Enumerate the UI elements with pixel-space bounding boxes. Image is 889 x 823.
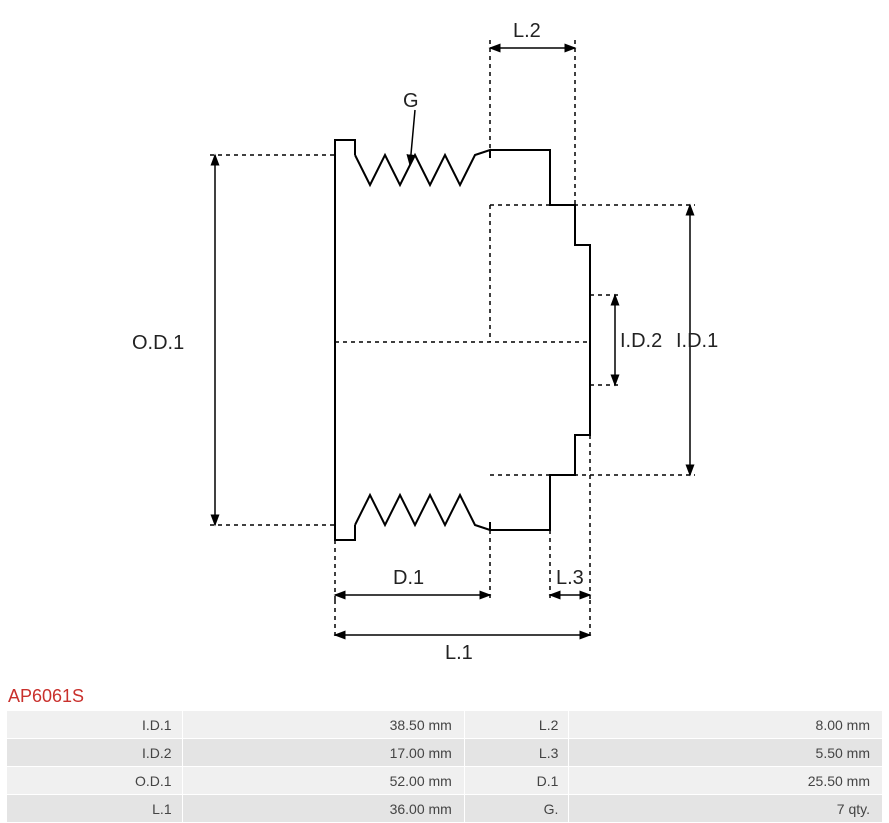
spec-key: D.1 — [464, 767, 569, 795]
label-d1: D.1 — [393, 567, 424, 590]
label-l1: L.1 — [445, 642, 473, 665]
label-g: G — [403, 90, 419, 113]
spec-value: 25.50 mm — [569, 767, 883, 795]
spec-value: 5.50 mm — [569, 739, 883, 767]
label-id1: I.D.1 — [676, 330, 718, 353]
technical-diagram: O.D.1 I.D.1 I.D.2 L.2 G D.1 L.3 L.1 — [120, 20, 720, 670]
spec-value: 7 qty. — [569, 795, 883, 823]
label-id2: I.D.2 — [620, 330, 662, 353]
table-row: O.D.152.00 mmD.125.50 mm — [7, 767, 883, 795]
spec-key: I.D.2 — [7, 739, 183, 767]
spec-key: L.2 — [464, 711, 569, 739]
part-number-title: AP6061S — [8, 686, 84, 707]
table-row: L.136.00 mmG.7 qty. — [7, 795, 883, 823]
spec-value: 52.00 mm — [182, 767, 464, 795]
label-l2: L.2 — [513, 20, 541, 43]
spec-value: 17.00 mm — [182, 739, 464, 767]
table-row: I.D.138.50 mmL.28.00 mm — [7, 711, 883, 739]
spec-value: 8.00 mm — [569, 711, 883, 739]
spec-key: O.D.1 — [7, 767, 183, 795]
spec-value: 36.00 mm — [182, 795, 464, 823]
spec-key: I.D.1 — [7, 711, 183, 739]
spec-table: I.D.138.50 mmL.28.00 mmI.D.217.00 mmL.35… — [6, 710, 883, 823]
table-row: I.D.217.00 mmL.35.50 mm — [7, 739, 883, 767]
spec-key: L.1 — [7, 795, 183, 823]
spec-key: L.3 — [464, 739, 569, 767]
spec-key: G. — [464, 795, 569, 823]
spec-value: 38.50 mm — [182, 711, 464, 739]
label-l3: L.3 — [556, 567, 584, 590]
label-od1: O.D.1 — [132, 332, 184, 355]
